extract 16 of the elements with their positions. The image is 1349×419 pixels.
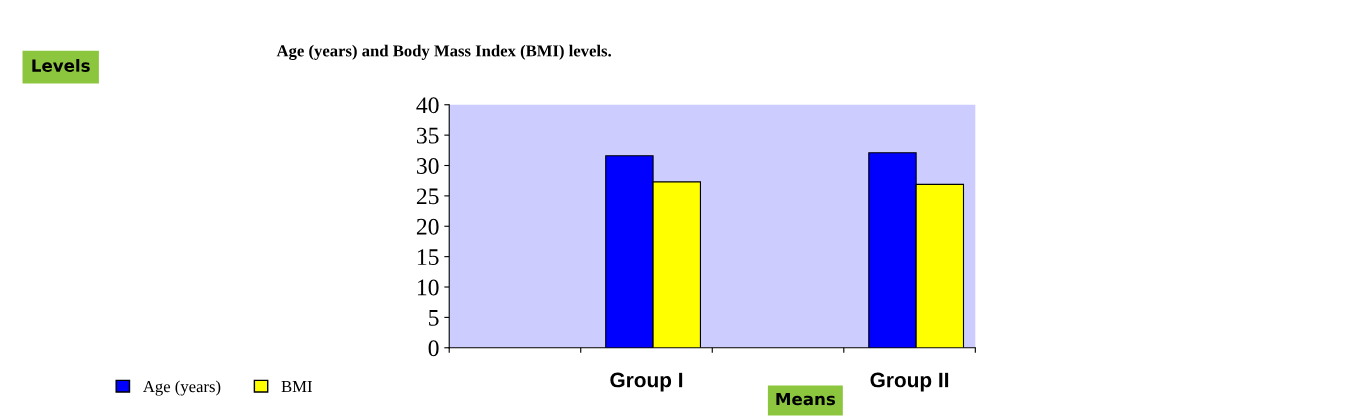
chart-title: Age (years) and Body Mass Index (BMI) levels. xyxy=(276,44,611,60)
legend-label: Age (years) xyxy=(143,380,221,396)
y-tick-label: 25 xyxy=(416,188,439,205)
y-tick-label: 35 xyxy=(417,127,439,144)
x-tick-label: Group II xyxy=(870,372,949,392)
y-tick-label: 5 xyxy=(429,310,439,326)
y-tick-label: 40 xyxy=(416,97,439,114)
text: Levels xyxy=(32,58,90,72)
x-axis-title: Means xyxy=(776,392,836,406)
y-tick-label: 15 xyxy=(417,249,439,266)
x-tick-label: Group I xyxy=(610,372,683,392)
y-tick-label: 30 xyxy=(417,158,439,174)
y-tick-label: 20 xyxy=(416,218,439,235)
y-tick-label: 10 xyxy=(417,279,439,296)
y-tick-label: 0 xyxy=(428,340,439,357)
legend-label: BMI xyxy=(281,381,312,393)
